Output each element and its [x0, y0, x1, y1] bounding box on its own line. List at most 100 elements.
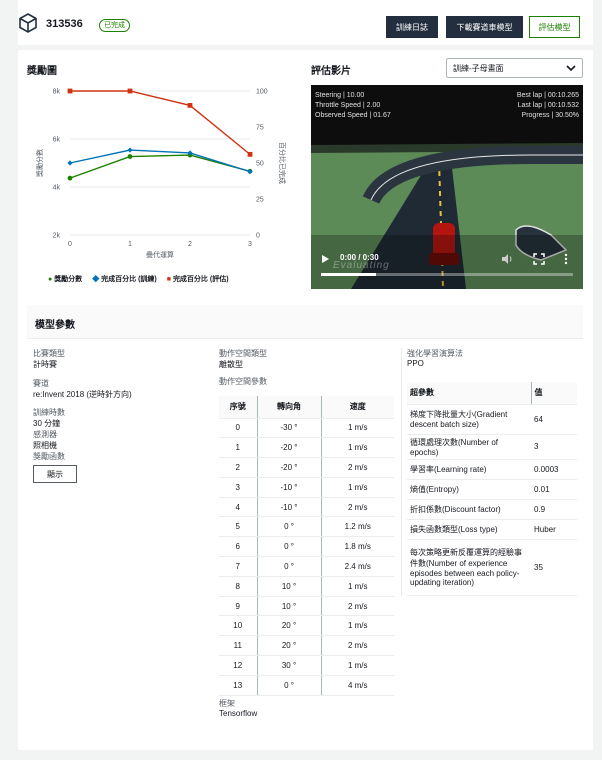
video-progress-fill — [321, 273, 377, 276]
action-row: 4 -10 ° 2 m/s — [219, 497, 394, 518]
hp-header-name: 超參數 — [407, 382, 531, 405]
video-time: 0:00 / 0:30 — [340, 253, 379, 262]
param-training-time: 訓練時數 30 分鐘 — [33, 408, 65, 428]
play-icon[interactable] — [321, 254, 330, 264]
action-speed: 2 m/s — [321, 635, 394, 657]
params-column-2: 動作空間類型 離散型 動作空間參數 序號 轉向角 速度 0 -30 ° 1 m/s 1… — [219, 348, 394, 718]
y-axis-label: 獎勵分數 — [35, 149, 44, 177]
hp-name: 折扣係數(Discount factor) — [407, 499, 531, 520]
hp-value: 0.01 — [531, 479, 577, 500]
hp-name: 損失函數類型(Loss type) — [407, 519, 531, 540]
chevron-down-icon — [566, 65, 576, 72]
params-column-1: 比賽類型 計時賽 賽道 re:Invent 2018 (逆時針方向) 訓練時數 30 … — [33, 348, 213, 483]
fullscreen-icon[interactable] — [533, 253, 545, 265]
param-reward-function: 獎勵函數 — [33, 452, 65, 461]
video-watermark: Evaluating — [333, 260, 390, 271]
more-options-icon[interactable] — [563, 253, 569, 265]
action-speed: 4 m/s — [321, 675, 394, 696]
y-tick-label: 6k — [53, 137, 61, 144]
action-steering: 0 ° — [256, 675, 322, 696]
y2-tick-label: 25 — [256, 197, 264, 204]
action-speed: 1.8 m/s — [321, 536, 394, 558]
action-row: 2 -20 ° 2 m/s — [219, 457, 394, 478]
data-point — [67, 160, 73, 166]
action-index: 1 — [219, 437, 257, 459]
action-steering: -20 ° — [256, 437, 322, 459]
action-steering: 0 ° — [256, 536, 322, 558]
action-space-type-value: 離散型 — [219, 360, 243, 369]
model-params-header: 模型參數 — [27, 305, 583, 339]
param-race-type: 比賽類型 計時賽 — [33, 349, 65, 369]
action-header-speed: 速度 — [321, 396, 394, 419]
action-speed: 1 m/s — [321, 615, 394, 637]
action-speed: 1.2 m/s — [321, 516, 394, 538]
action-row: 1 -20 ° 1 m/s — [219, 437, 394, 459]
hp-name: 熵值(Entropy) — [407, 479, 531, 500]
hp-row: 損失函數類型(Loss type) Huber — [407, 519, 577, 540]
hp-value: 35 — [531, 539, 577, 596]
x-tick-label: 3 — [248, 241, 252, 248]
action-speed: 2 m/s — [321, 457, 394, 478]
action-steering: 10 ° — [256, 596, 322, 617]
action-steering: 10 ° — [256, 576, 322, 597]
action-steering: -10 ° — [256, 497, 322, 518]
data-point — [247, 151, 253, 157]
evaluate-model-button[interactable]: 評估模型 — [529, 16, 580, 38]
action-index: 8 — [219, 576, 257, 597]
y-tick-label: 2k — [53, 233, 61, 240]
video-select[interactable]: 訓練-子母畫面 — [446, 58, 583, 78]
framework-label: 框架 — [219, 698, 235, 708]
action-steering: 0 ° — [256, 556, 322, 577]
action-index: 4 — [219, 497, 257, 518]
training-logs-button[interactable]: 訓練日誌 — [386, 16, 438, 38]
eval-video-title: 評估影片 — [311, 66, 351, 77]
video-frame — [311, 85, 583, 289]
volume-icon[interactable] — [501, 253, 513, 265]
model-cube-icon — [19, 13, 37, 33]
y-tick-label: 4k — [53, 185, 61, 192]
action-row: 9 10 ° 2 m/s — [219, 596, 394, 617]
action-header-steering: 轉向角 — [256, 396, 322, 419]
hp-name: 學習率(Learning rate) — [407, 459, 531, 480]
legend-item-train: ◆ 完成百分比 (訓練) — [92, 276, 157, 283]
framework-value: Tensorflow — [219, 708, 258, 718]
show-reward-button[interactable]: 顯示 — [33, 465, 77, 483]
hp-name: 梯度下降批量大小(Gradient descent batch size) — [407, 404, 531, 435]
download-model-button[interactable]: 下載賽道車模型 — [446, 16, 523, 38]
action-index: 6 — [219, 536, 257, 558]
action-row: 11 20 ° 2 m/s — [219, 635, 394, 657]
video-player[interactable]: Steering | 10.00 Throttle Speed | 2.00 O… — [311, 85, 583, 289]
action-speed: 2.4 m/s — [321, 556, 394, 577]
hp-row: 每次策略更新反覆運算的經驗事件數(Number of experience ep… — [407, 539, 577, 596]
hp-row: 梯度下降批量大小(Gradient descent batch size) 64 — [407, 404, 577, 435]
header-bar: 313536 已完成 訓練日誌 下載賽道車模型 評估模型 — [18, 0, 593, 45]
video-select-value: 訓練-子母畫面 — [453, 63, 504, 73]
param-sensor: 感測器 照相機 — [33, 430, 57, 450]
series-line-1 — [69, 149, 251, 173]
series-line-2 — [70, 90, 251, 155]
action-steering: 20 ° — [256, 615, 322, 637]
data-point — [127, 88, 133, 94]
x-tick-label: 1 — [128, 241, 132, 248]
action-steering: -20 ° — [256, 457, 322, 478]
status-badge: 已完成 — [99, 19, 130, 32]
action-space-table: 序號 轉向角 速度 0 -30 ° 1 m/s 1 -20 ° 1 m/s 2 -20 ° 2 … — [219, 396, 394, 696]
action-row: 12 30 ° 1 m/s — [219, 655, 394, 676]
telemetry-left: Steering | 10.00 Throttle Speed | 2.00 O… — [315, 92, 391, 119]
action-speed: 2 m/s — [321, 497, 394, 518]
x-axis-label: 疊代運算 — [146, 250, 174, 259]
action-row: 0 -30 ° 1 m/s — [219, 418, 394, 439]
action-speed: 1 m/s — [321, 418, 394, 439]
legend-item-eval: ■ 完成百分比 (評估) — [166, 276, 229, 283]
video-progress-bar[interactable] — [321, 273, 573, 276]
params-column-3: 強化學習演算法 PPO 超參數 值 梯度下降批量大小(Gradient desc… — [401, 348, 577, 596]
model-details-card: 獎勵圖 2k 4k 6k 8k 0 25 50 75 100 0 1 2 3 疊代運算 獎勵分數 百分比已完成… — [18, 50, 593, 750]
algorithm-value: PPO — [407, 359, 424, 368]
model-params-title: 模型參數 — [35, 320, 75, 331]
data-point — [127, 154, 133, 159]
telemetry-right: Best lap | 00:10.265 Last lap | 00:10.53… — [516, 92, 579, 119]
y2-tick-label: 100 — [256, 89, 268, 96]
